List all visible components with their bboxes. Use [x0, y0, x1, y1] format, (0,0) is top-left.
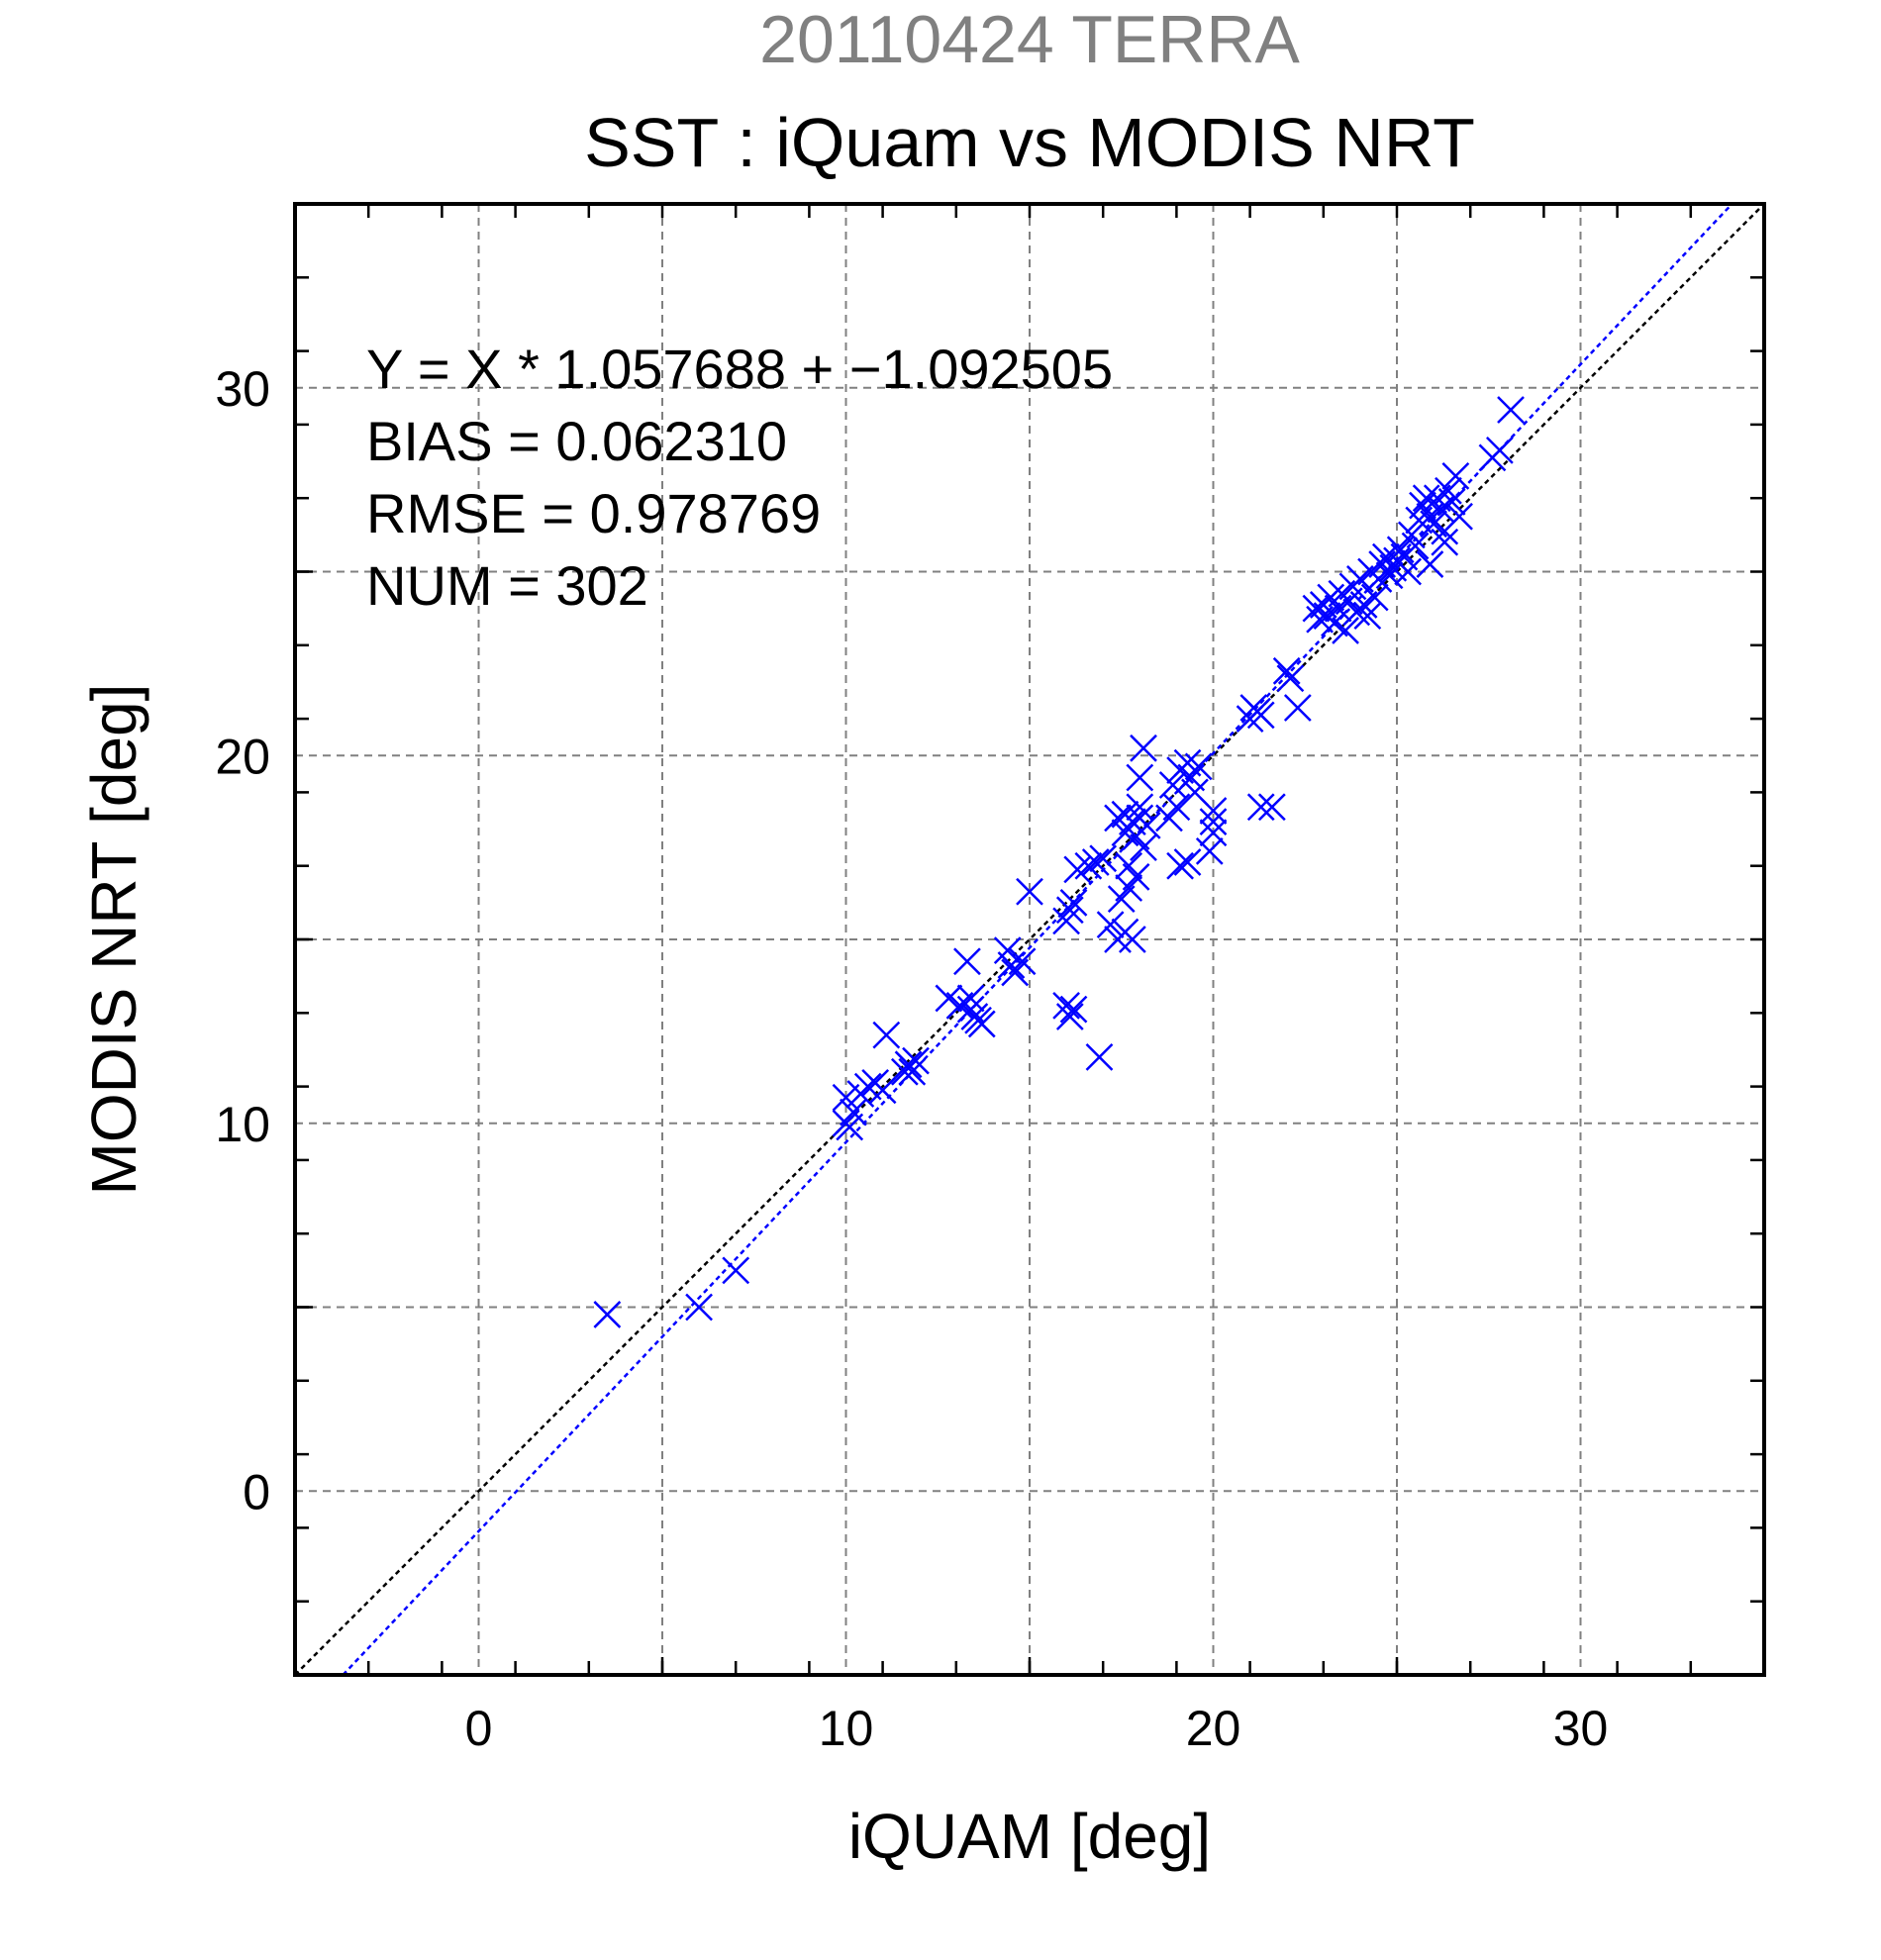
data-point [1441, 462, 1470, 490]
data-point [1130, 833, 1157, 862]
data-point [1074, 851, 1103, 880]
data-point [1118, 926, 1146, 953]
data-point [1184, 752, 1213, 781]
chart-title: 20110424 TERRA [759, 2, 1300, 77]
y-tick-label: 30 [215, 361, 270, 417]
y-axis-label: MODIS NRT [deg] [78, 684, 149, 1196]
data-point [1089, 844, 1118, 873]
data-point [1063, 855, 1092, 884]
grid [295, 204, 1764, 1675]
data-point [1437, 488, 1466, 516]
data-point [1199, 819, 1228, 847]
data-point [1257, 793, 1286, 822]
data-point [1375, 561, 1404, 590]
stat-line: NUM = 302 [366, 554, 648, 617]
data-point [1055, 896, 1084, 925]
x-tick-label: 20 [1186, 1701, 1241, 1756]
data-point [953, 947, 981, 976]
y-tick-label: 0 [243, 1464, 270, 1519]
stats-box: Y = X * 1.057688 + −1.092505 BIAS = 0.062… [366, 338, 1113, 617]
data-point [956, 984, 985, 1013]
data-point [1195, 836, 1224, 865]
one-to-one-line [294, 203, 1765, 1676]
data-point [1126, 793, 1154, 822]
data-point [1130, 734, 1157, 762]
data-point [1158, 771, 1187, 799]
x-tick-label: 0 [465, 1701, 493, 1756]
plot-frame [293, 202, 1766, 1677]
chart-subtitle: SST : iQuam vs MODIS NRT [584, 104, 1475, 181]
x-tick-label: 10 [819, 1701, 874, 1756]
data-point [1199, 808, 1228, 836]
data-point [997, 951, 1026, 979]
data-point [1085, 1042, 1114, 1071]
data-point [967, 1010, 996, 1038]
y-tick-label: 10 [215, 1097, 270, 1152]
data-point [685, 1293, 713, 1322]
scatter-points [593, 396, 1525, 1328]
x-tick-label: 30 [1553, 1701, 1609, 1756]
x-axis-label: iQUAM [deg] [848, 1801, 1211, 1872]
data-point [1332, 617, 1359, 644]
data-point [593, 1301, 622, 1328]
data-point [840, 1098, 867, 1127]
data-point [1360, 583, 1389, 612]
data-point [1283, 694, 1312, 722]
data-point [1173, 848, 1202, 876]
data-point [1353, 602, 1382, 630]
stat-line: Y = X * 1.057688 + −1.092505 [366, 338, 1113, 400]
data-point [1052, 991, 1080, 1020]
data-point [1008, 947, 1037, 976]
data-point [1435, 476, 1462, 505]
y-tick-label: 20 [215, 729, 270, 784]
data-point [1081, 848, 1110, 876]
data-point [1412, 484, 1440, 513]
data-point [868, 1076, 897, 1105]
data-point [1416, 550, 1444, 578]
data-point [1246, 793, 1275, 822]
stat-line: RMSE = 0.978769 [366, 482, 821, 544]
data-point [1445, 502, 1473, 531]
data-point [1394, 557, 1423, 586]
data-point [898, 1057, 927, 1086]
data-point [1162, 793, 1191, 822]
data-point [1055, 1003, 1084, 1030]
data-point [1059, 888, 1088, 917]
data-point [1276, 664, 1305, 693]
data-point [1115, 851, 1143, 880]
data-point [1431, 528, 1459, 556]
data-point [1401, 532, 1430, 560]
data-point [1485, 437, 1514, 464]
data-point [1166, 851, 1194, 880]
data-point [1497, 396, 1525, 424]
data-point [902, 1046, 930, 1075]
data-point [722, 1256, 750, 1285]
data-point [1199, 797, 1228, 825]
tick-labels: 0 10 20 30 0 10 20 30 [215, 361, 1608, 1756]
stat-line: BIAS = 0.062310 [366, 410, 787, 472]
data-point [1096, 911, 1125, 939]
data-point [1052, 907, 1080, 935]
data-point [1126, 763, 1154, 792]
data-point [1016, 877, 1043, 906]
data-point [1246, 701, 1275, 730]
data-point [872, 1021, 901, 1049]
data-point [1272, 656, 1301, 685]
data-point [1059, 995, 1088, 1024]
data-point [894, 1050, 923, 1079]
data-point [1111, 819, 1139, 847]
